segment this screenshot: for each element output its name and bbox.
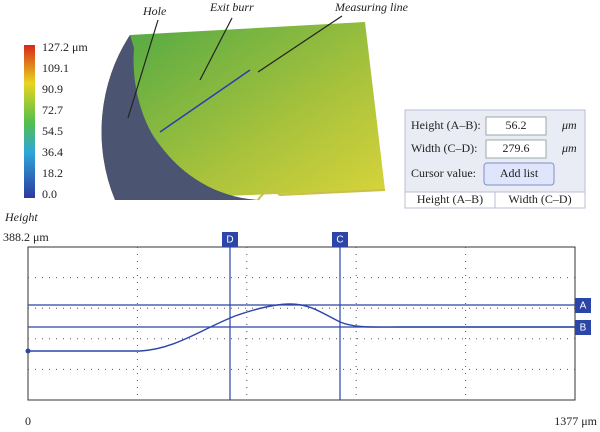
add-list-button[interactable] [483,162,555,186]
marker-label: A [580,301,587,312]
annotation: Hole [142,4,167,18]
surface-image: Hole Exit burr Measuring line [101,0,409,201]
colorbar-label: 36.4 [42,145,63,159]
colorbar-label: 0.0 [42,187,57,201]
marker-label: B [580,323,587,334]
row-unit: μm [561,141,577,155]
button-label[interactable]: Add list [500,166,539,180]
colorbar-label: 54.5 [42,124,63,138]
y-max: 388.2 μm [3,230,49,244]
x-max: 1377 μm [554,414,597,428]
colorbar-label: 127.2 μm [42,40,88,54]
table-header: Height (A–B) [417,192,483,206]
row-value: 56.2 [506,118,527,132]
table-header: Width (C–D) [508,192,571,206]
colorbar [24,45,35,198]
annotation: Measuring line [334,0,409,14]
y-label: Height [4,210,38,224]
profile-curve [28,303,575,352]
colorbar-label: 109.1 [42,61,69,75]
row-label: Width (C–D): [411,141,478,155]
colorbar-label: 90.9 [42,82,63,96]
profile-plot: Height 388.2 μm D C A B 0 1377 μm [3,210,598,428]
colorbar-label: 72.7 [42,103,63,117]
annotation: Exit burr [209,0,254,14]
row-label: Height (A–B): [411,118,481,132]
x-min: 0 [25,414,31,428]
colorbar-labels: 127.2 μm 109.1 90.9 72.7 54.5 36.4 18.2 0.0 [42,40,88,201]
cursor-label: Cursor value: [411,166,476,180]
marker-label: C [336,235,343,246]
colorbar-label: 18.2 [42,166,63,180]
marker-label: D [226,235,233,246]
row-unit: μm [561,118,577,132]
row-value: 279.6 [503,141,530,155]
measure-panel: Height (A–B): 56.2 μm Width (C–D): 279.6… [404,109,586,209]
